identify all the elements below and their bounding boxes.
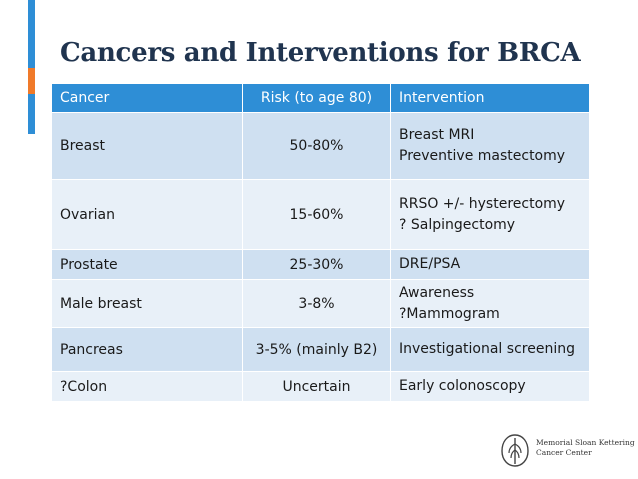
header-intervention: Intervention — [390, 84, 589, 113]
cancer-cell: Pancreas — [52, 327, 243, 372]
table-row: Breast 50-80% Breast MRI Preventive mast… — [52, 112, 589, 180]
intervention-cell: RRSO +/- hysterectomy ? Salpingectomy — [390, 179, 589, 250]
intervention-cell: Investigational screening — [390, 327, 589, 372]
intervention-line: DRE/PSA — [399, 256, 461, 272]
intervention-line: RRSO +/- hysterectomy — [399, 195, 566, 212]
intervention-line: Early colonoscopy — [399, 378, 526, 394]
intervention-line: Awareness — [399, 284, 475, 301]
risk-cell: 3-8% — [242, 279, 391, 328]
msk-logo: Memorial Sloan Kettering Cancer Center — [500, 432, 635, 468]
interventions-table: Cancer Risk (to age 80) Intervention Bre… — [52, 84, 589, 402]
cancer-cell: Prostate — [52, 249, 243, 280]
accent-bar-bottom — [28, 94, 35, 134]
header-risk: Risk (to age 80) — [242, 84, 391, 113]
accent-bar-orange — [28, 68, 35, 94]
msk-emblem-icon — [501, 434, 529, 467]
slide-title: Cancers and Interventions for BRCA — [60, 38, 581, 68]
accent-bar-top — [28, 0, 35, 68]
risk-cell: 15-60% — [242, 179, 391, 250]
table-header-row: Cancer Risk (to age 80) Intervention — [52, 84, 589, 113]
table-row: ?Colon Uncertain Early colonoscopy — [52, 371, 589, 402]
intervention-line: ? Salpingectomy — [399, 216, 516, 233]
intervention-cell: Breast MRI Preventive mastectomy — [390, 112, 589, 180]
header-cancer: Cancer — [52, 84, 243, 113]
logo-line-1: Memorial Sloan Kettering — [536, 438, 635, 447]
intervention-line: Preventive mastectomy — [399, 148, 566, 164]
logo-line-2: Cancer Center — [536, 448, 592, 457]
cancer-cell: Ovarian — [52, 179, 243, 250]
table-row: Male breast 3-8% Awareness ?Mammogram — [52, 279, 589, 328]
cancer-cell: Breast — [52, 112, 243, 180]
intervention-cell: Early colonoscopy — [390, 371, 589, 402]
risk-cell: 3-5% (mainly B2) — [242, 327, 391, 372]
table-row: Prostate 25-30% DRE/PSA — [52, 249, 589, 280]
table-row: Ovarian 15-60% RRSO +/- hysterectomy ? S… — [52, 179, 589, 250]
intervention-line: Investigational screening — [399, 341, 575, 357]
cancer-cell: Male breast — [52, 279, 243, 328]
intervention-cell: DRE/PSA — [390, 249, 589, 280]
risk-cell: 50-80% — [242, 112, 391, 180]
intervention-cell: Awareness ?Mammogram — [390, 279, 589, 328]
intervention-line: Breast MRI — [399, 127, 475, 143]
risk-cell: 25-30% — [242, 249, 391, 280]
intervention-line: ?Mammogram — [399, 305, 500, 322]
msk-logo-text: Memorial Sloan Kettering Cancer Center — [536, 438, 635, 458]
table-row: Pancreas 3-5% (mainly B2) Investigationa… — [52, 327, 589, 372]
cancer-cell: ?Colon — [52, 371, 243, 402]
risk-cell: Uncertain — [242, 371, 391, 402]
